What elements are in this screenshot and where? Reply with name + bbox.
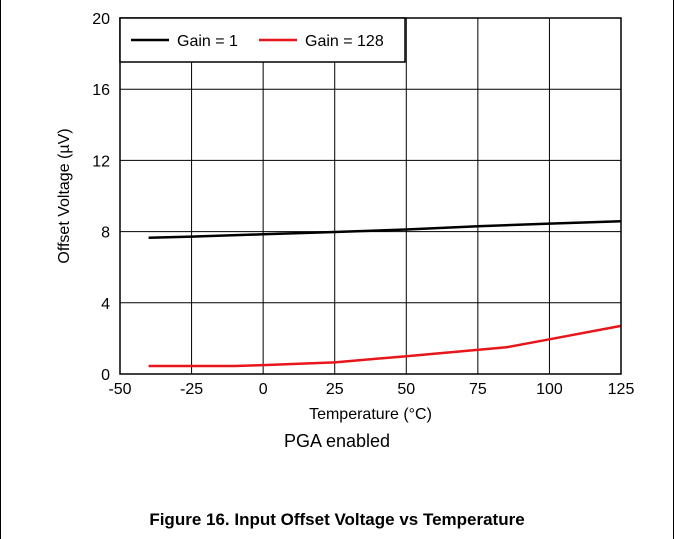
grid-lines	[119, 17, 622, 375]
y-tick-label-4: 16	[92, 82, 110, 99]
series-layer	[148, 220, 622, 368]
legend: Gain = 1 Gain = 128	[119, 17, 406, 63]
y-tick-label-0: 0	[101, 367, 110, 384]
x-axis-title: Temperature (°C)	[309, 406, 432, 423]
legend-label-gain-128: Gain = 128	[305, 33, 384, 50]
chart-subtitle: PGA enabled	[283, 431, 391, 451]
offset-voltage-chart: -50 -25 0 25 50 75 100 125 0 4 8 12 16 20 Temperature…	[56, 11, 634, 423]
series-line-gain-1	[148, 220, 622, 240]
x-tick-label-5: 75	[469, 381, 487, 398]
x-tick-label-3: 25	[326, 381, 344, 398]
x-tick-label-0: -50	[108, 381, 131, 398]
y-tick-label-1: 4	[101, 296, 110, 313]
legend-label-gain-1: Gain = 1	[177, 33, 238, 50]
x-tick-label-6: 100	[536, 381, 563, 398]
y-tick-label-3: 12	[92, 153, 110, 170]
tick-labels: -50 -25 0 25 50 75 100 125 0 4 8 12 16 20	[92, 11, 634, 398]
x-tick-label-4: 50	[397, 381, 415, 398]
y-tick-label-5: 20	[92, 11, 110, 28]
figure-caption: Figure 16. Input Offset Voltage vs Tempe…	[149, 510, 525, 529]
x-tick-label-1: -25	[180, 381, 203, 398]
x-tick-label-7: 125	[608, 381, 635, 398]
y-tick-label-2: 8	[101, 225, 110, 242]
y-axis-title: Offset Voltage (µV)	[56, 128, 73, 263]
x-tick-label-2: 0	[259, 381, 268, 398]
series-line-gain-128	[148, 324, 622, 368]
plot-area-border	[119, 17, 622, 375]
